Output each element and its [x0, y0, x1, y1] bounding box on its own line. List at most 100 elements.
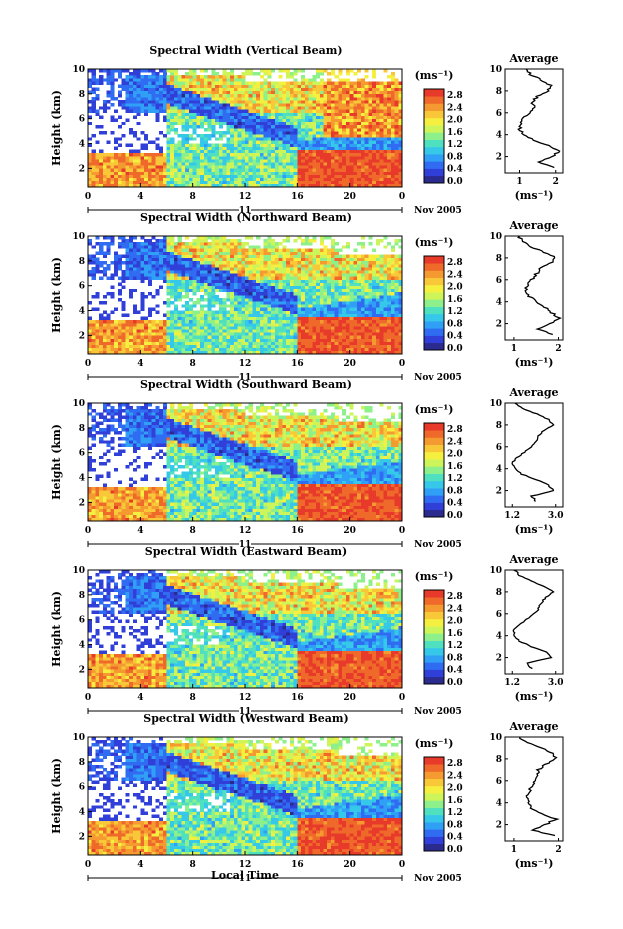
heatmap-cell	[95, 159, 100, 163]
heatmap-cell	[159, 162, 164, 166]
heatmap-cell	[263, 146, 268, 151]
heatmap-cell	[140, 276, 145, 280]
heatmap-cell	[241, 332, 246, 336]
heatmap-cell	[308, 316, 313, 321]
heatmap-cell	[379, 152, 384, 157]
heatmap-cell	[319, 177, 324, 182]
heatmap-cell	[263, 174, 268, 178]
heatmap-cell	[177, 298, 182, 302]
heatmap-cell	[271, 242, 276, 246]
heatmap-cell	[215, 248, 220, 252]
heatmap-cell	[136, 263, 141, 268]
heatmap-cell	[308, 341, 313, 345]
heatmap-cell	[323, 245, 328, 249]
heatmap-cell	[297, 267, 302, 271]
heatmap-cell	[357, 106, 362, 110]
heatmap-cell	[218, 239, 223, 243]
heatmap-cell	[338, 134, 343, 138]
heatmap-cell	[327, 295, 332, 299]
heatmap-cell	[267, 322, 272, 327]
heatmap-cell	[237, 137, 242, 141]
heatmap-cell	[147, 319, 152, 324]
heatmap-cell	[248, 174, 253, 178]
heatmap-cell	[274, 81, 279, 85]
heatmap-cell	[245, 121, 250, 126]
heatmap-cell	[233, 276, 238, 280]
heatmap-cell	[181, 128, 186, 132]
heatmap-cell	[185, 143, 190, 147]
heatmap-cell	[323, 162, 328, 166]
heatmap-cell	[360, 112, 365, 116]
heatmap-cell	[226, 304, 231, 308]
heatmap-cell	[162, 335, 167, 339]
heatmap-cell	[256, 248, 261, 252]
heatmap-cell	[121, 177, 126, 182]
heatmap-cell	[334, 319, 339, 324]
heatmap-cell	[99, 155, 104, 160]
heatmap-cell	[218, 282, 223, 286]
heatmap-cell	[185, 267, 190, 271]
heatmap-cell	[196, 100, 201, 104]
heatmap-cell	[132, 257, 137, 262]
heatmap-cell	[383, 103, 388, 107]
heatmap-cell	[200, 84, 205, 88]
heatmap-cell	[316, 81, 321, 85]
heatmap-cell	[312, 254, 317, 259]
heatmap-cell	[155, 341, 160, 345]
heatmap-cell	[125, 242, 130, 246]
heatmap-cell	[308, 270, 313, 274]
heatmap-cell	[106, 140, 111, 144]
heatmap-cell	[338, 143, 343, 147]
heatmap-cell	[286, 307, 291, 311]
heatmap-cell	[166, 87, 171, 92]
heatmap-cell	[147, 87, 152, 92]
heatmap-cell	[308, 162, 313, 166]
heatmap-cell	[188, 177, 193, 182]
heatmap-cell	[330, 301, 336, 305]
heatmap-cell	[218, 332, 223, 336]
heatmap-cell	[297, 90, 302, 95]
heatmap-cell	[114, 162, 119, 166]
heatmap-cell	[308, 335, 313, 339]
heatmap-cell	[327, 257, 332, 262]
heatmap-cell	[110, 295, 115, 299]
heatmap-cell	[226, 174, 231, 178]
heatmap-cell	[177, 152, 182, 157]
heatmap-cell	[159, 341, 164, 345]
heatmap-cell	[364, 131, 369, 135]
heatmap-cell	[177, 183, 182, 188]
heatmap-cell	[248, 152, 253, 157]
heatmap-cell	[368, 152, 373, 157]
heatmap-cell	[129, 93, 134, 98]
heatmap-cell	[252, 285, 257, 290]
heatmap-cell	[301, 257, 306, 262]
heatmap-cell	[91, 72, 96, 76]
heatmap-cell	[237, 84, 242, 88]
heatmap-cell	[286, 291, 291, 296]
heatmap-cell	[162, 183, 167, 188]
heatmap-cell	[230, 326, 235, 330]
heatmap-cell	[368, 180, 373, 185]
heatmap-cell	[125, 183, 130, 188]
heatmap-cell	[274, 263, 279, 268]
heatmap-cell	[252, 254, 257, 259]
heatmap-cell	[267, 344, 272, 349]
heatmap-cell	[102, 168, 107, 172]
heatmap-cell	[357, 84, 362, 88]
heatmap-cell	[226, 341, 231, 345]
heatmap-cell	[88, 316, 93, 321]
heatmap-cell	[323, 341, 328, 345]
heatmap-cell	[230, 180, 235, 185]
heatmap-cell	[106, 236, 111, 240]
heatmap-cell	[297, 257, 302, 262]
heatmap-cell	[147, 322, 152, 327]
heatmap-cell	[263, 103, 268, 107]
heatmap-cell	[256, 332, 261, 336]
heatmap-cell	[200, 251, 205, 255]
heatmap-cell	[312, 310, 317, 314]
heatmap-cell	[241, 316, 246, 321]
heatmap-cell	[237, 87, 242, 92]
heatmap-cell	[121, 106, 126, 110]
heatmap-cell	[319, 146, 324, 151]
heatmap-cell	[338, 100, 343, 104]
